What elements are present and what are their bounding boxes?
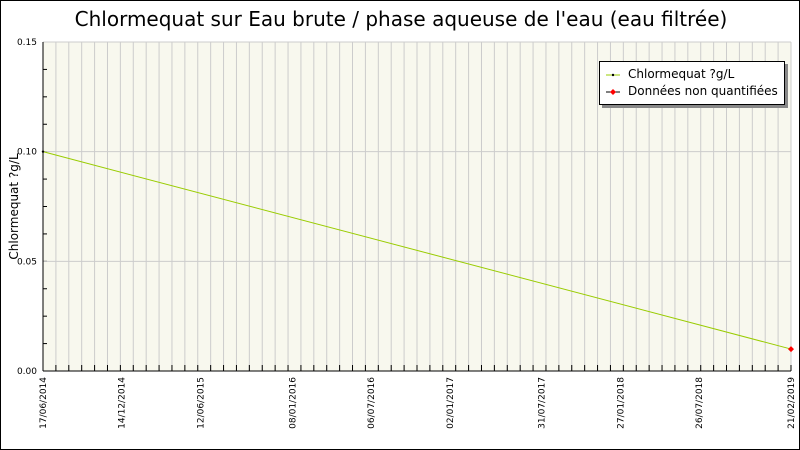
data-point [41,150,45,153]
series-line-chlormequat [42,151,792,350]
x-tick-label: 14/12/2014 [118,377,128,429]
x-tick-label: 27/01/2018 [616,377,626,429]
legend: Chlormequat ?g/L Données non quantifiées [599,61,785,105]
non-quantified-point [788,346,794,353]
chart-title: Chlormequat sur Eau brute / phase aqueus… [74,7,728,31]
y-tick-label: 0.10 [17,148,37,158]
y-axis-label: Chlormequat ?g/L [7,153,21,260]
x-tick-label: 31/07/2017 [538,377,548,429]
y-tick-label: 0.05 [17,257,37,267]
legend-entry-chlormequat: Chlormequat ?g/L [628,67,735,81]
x-tick-label: 08/01/2016 [288,377,298,429]
x-tick-label: 12/06/2015 [196,377,206,429]
x-tick-label: 02/01/2017 [446,377,456,429]
x-tick-label: 06/07/2016 [367,377,377,429]
x-tick-label: 26/07/2018 [695,377,705,429]
y-tick-label: 0.00 [17,367,37,377]
x-tick-label: 21/02/2019 [787,377,797,429]
x-tick-label: 17/06/2014 [39,377,49,429]
legend-entry-non-quantifiees: Données non quantifiées [628,84,778,98]
y-tick-label: 0.15 [17,38,37,48]
